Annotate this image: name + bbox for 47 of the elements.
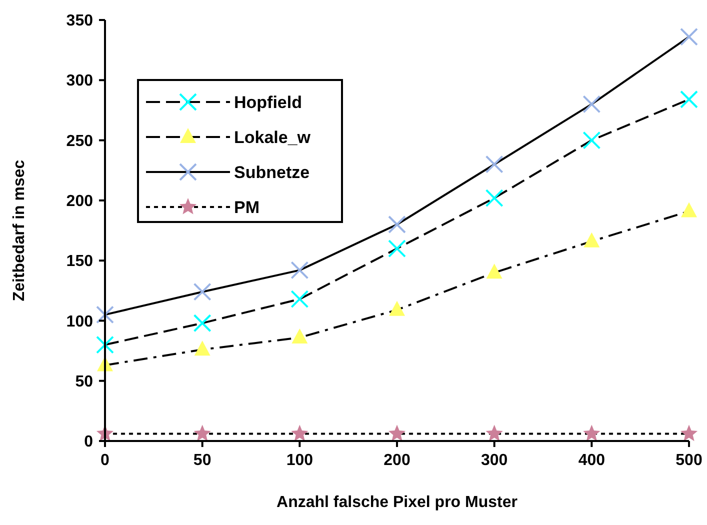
x-tick-label: 400 bbox=[578, 452, 606, 469]
y-tick-label: 100 bbox=[66, 313, 94, 330]
x-axis-title: Anzahl falsche Pixel pro Muster bbox=[276, 494, 518, 511]
point bbox=[193, 314, 212, 332]
y-tick-label: 350 bbox=[66, 12, 94, 30]
point bbox=[194, 424, 211, 442]
x-tick-label: 50 bbox=[193, 452, 212, 469]
point bbox=[96, 306, 114, 324]
point bbox=[388, 424, 406, 442]
point bbox=[486, 264, 502, 279]
point bbox=[291, 424, 308, 442]
point bbox=[486, 424, 503, 442]
point bbox=[583, 424, 600, 442]
x-tick-label: 500 bbox=[676, 452, 702, 469]
x-tick-label: 200 bbox=[384, 452, 410, 469]
point bbox=[680, 90, 698, 108]
legend-label: Lokale_w bbox=[234, 128, 312, 147]
point bbox=[388, 215, 406, 234]
legend-label: Hopfield bbox=[234, 92, 302, 112]
point bbox=[485, 155, 504, 174]
point bbox=[290, 290, 309, 308]
x-tick-label: 300 bbox=[480, 452, 508, 469]
y-axis-title: Zeitbedarf in msec bbox=[11, 160, 28, 302]
y-tick-label: 300 bbox=[66, 72, 94, 90]
legend-label: PM bbox=[234, 198, 260, 217]
point bbox=[194, 340, 210, 356]
point bbox=[389, 300, 405, 316]
x-tick-label: 100 bbox=[286, 452, 314, 469]
point bbox=[584, 232, 600, 248]
point bbox=[680, 424, 698, 442]
point bbox=[292, 328, 308, 344]
y-tick-label: 50 bbox=[75, 373, 94, 390]
point bbox=[582, 95, 601, 114]
x-tick-label: 0 bbox=[100, 452, 110, 469]
point bbox=[193, 282, 212, 301]
point bbox=[485, 189, 504, 208]
point bbox=[96, 336, 114, 354]
point bbox=[681, 202, 697, 218]
point bbox=[290, 261, 309, 280]
y-tick-label: 150 bbox=[66, 253, 94, 270]
legend-label: Subnetze bbox=[234, 162, 310, 182]
point bbox=[582, 131, 601, 150]
y-tick-label: 250 bbox=[66, 132, 94, 150]
y-tick-label: 200 bbox=[66, 193, 94, 210]
point bbox=[680, 28, 698, 46]
y-tick-label: 0 bbox=[84, 434, 94, 451]
point bbox=[388, 240, 406, 258]
